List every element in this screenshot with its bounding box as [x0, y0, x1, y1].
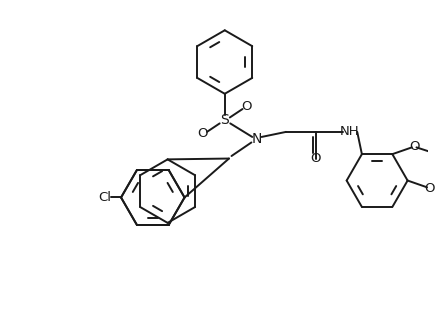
Text: Cl: Cl: [99, 191, 112, 204]
Text: O: O: [198, 128, 208, 141]
Text: NH: NH: [340, 125, 359, 138]
Text: O: O: [409, 140, 419, 153]
Text: N: N: [251, 132, 262, 146]
Text: S: S: [220, 113, 229, 128]
Text: O: O: [310, 152, 321, 165]
Text: O: O: [242, 100, 252, 113]
Text: O: O: [424, 182, 435, 195]
